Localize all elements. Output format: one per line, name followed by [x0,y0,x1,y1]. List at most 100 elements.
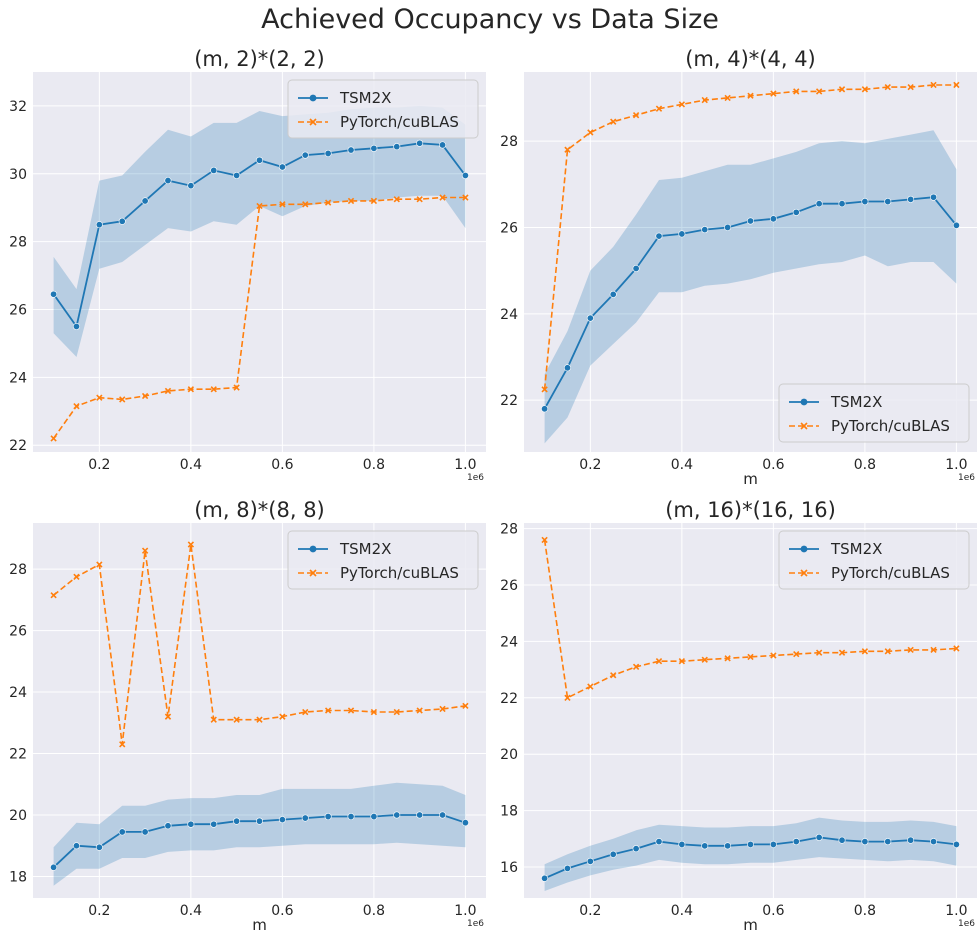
cublas-point [564,694,571,701]
chart-panel-2: 0.2 0.4 0.6 0.8 1.0 22 24 26 28 (m, 4)*(4, 4) 1e6 m… [500,47,977,488]
tsm2x-point [95,221,103,229]
cublas-point [747,92,754,99]
tsm2x-point [655,838,663,846]
x-marker-stroke [587,129,594,136]
cublas-point [256,202,263,210]
legend-cublas-label: PyTorch/cuBLAS [340,113,459,131]
x-marker-stroke [279,713,286,720]
x-offset-label: 1e6 [467,473,484,483]
chart-panels: 0.2 0.4 0.6 0.8 1.0 22 24 26 28 30 32 (m, 2)*(2, 2)… [9,47,977,934]
y-tick-label: 16 [500,860,518,876]
cublas-point [347,707,355,714]
y-tick-label: 20 [9,808,27,824]
tsm2x-point [233,817,241,825]
tsm2x-point [655,232,663,240]
tsm2x-point [370,144,378,152]
tsm2x-point [907,836,915,844]
tsm2x-point [278,816,286,824]
x-marker-stroke [309,118,317,126]
cublas-point [930,81,937,89]
x-marker-stroke [370,197,378,205]
x-marker-stroke [701,96,708,104]
x-tick-label: 0.8 [854,903,876,919]
x-axis-label: m [743,916,758,934]
chart-panel-1: 0.2 0.4 0.6 0.8 1.0 22 24 26 28 30 32 (m, 2)*(2, 2)… [9,47,486,483]
cublas-point [187,386,195,393]
cublas-point [884,648,891,655]
tsm2x-point [861,838,869,846]
tsm2x-point [210,820,218,828]
cublas-point [393,708,400,716]
cublas-point [587,683,594,690]
tsm2x-point [586,857,594,865]
tsm2x-point [541,874,549,882]
tsm2x-point [255,817,263,825]
tsm2x-point [746,217,754,225]
y-tick-label: 28 [500,522,518,538]
tsm2x-point [50,863,58,871]
legend-cublas-label: PyTorch/cuBLAS [340,564,459,582]
tsm2x-point [461,819,469,827]
x-marker-stroke [324,707,332,714]
cublas-point [793,650,800,658]
tsm2x-point [461,171,469,179]
x-offset-label: 1e6 [958,919,975,929]
y-tick-label: 22 [500,393,518,409]
tsm2x-point [164,822,172,830]
tsm2x-point [586,314,594,322]
cublas-point [770,652,777,659]
tsm2x-point [952,221,960,229]
tsm2x-point [952,840,960,848]
tsm2x-point [678,840,686,848]
cublas-point [50,592,57,599]
cublas-point [324,707,332,714]
cublas-point [302,708,309,716]
x-marker-stroke [119,741,126,748]
legend-box [287,530,479,590]
x-marker-stroke [907,646,914,654]
cublas-point [655,657,663,665]
tsm2x-point [930,838,938,846]
cublas-point [416,707,423,714]
tsm2x-point [301,151,309,159]
tsm2x-point [792,838,800,846]
x-tick-label: 0.8 [854,457,876,473]
x-marker-stroke [800,569,808,577]
cublas-point [50,435,57,442]
y-tick-label: 26 [9,624,27,640]
x-marker-stroke [747,653,754,661]
x-marker-stroke [233,384,240,391]
y-tick-label: 32 [9,99,27,115]
legend-cublas-marker [800,422,808,430]
y-tick-label: 28 [9,235,27,251]
legend-cublas-label: PyTorch/cuBLAS [831,564,950,582]
x-marker-stroke [141,547,149,554]
cublas-point [439,705,446,713]
y-tick-label: 24 [9,370,27,386]
x-marker-stroke [815,88,823,95]
legend-tsm2x-marker [309,545,317,553]
x-marker-stroke [164,387,172,395]
tsm2x-point [141,828,149,836]
panel-title: (m, 4)*(4, 4) [685,47,816,71]
x-marker-stroke [655,105,663,112]
tsm2x-confidence-band [53,105,466,358]
tsm2x-point [815,200,823,208]
x-marker-stroke [393,708,400,716]
x-marker-stroke [210,386,217,393]
x-marker-stroke [953,645,960,652]
y-tick-label: 30 [9,167,27,183]
x-marker-stroke [233,716,240,723]
x-tick-label: 0.6 [271,457,293,473]
legend-cublas-marker [309,569,317,577]
cublas-point [632,112,640,119]
x-marker-stroke [439,705,446,713]
legend-box [778,383,970,443]
x-marker-stroke [324,199,332,206]
tsm2x-point [347,813,355,821]
cublas-point [164,713,172,720]
cublas-point [724,94,731,102]
x-marker-stroke [930,81,937,89]
x-marker-stroke [930,646,937,654]
x-marker-stroke [416,196,423,203]
